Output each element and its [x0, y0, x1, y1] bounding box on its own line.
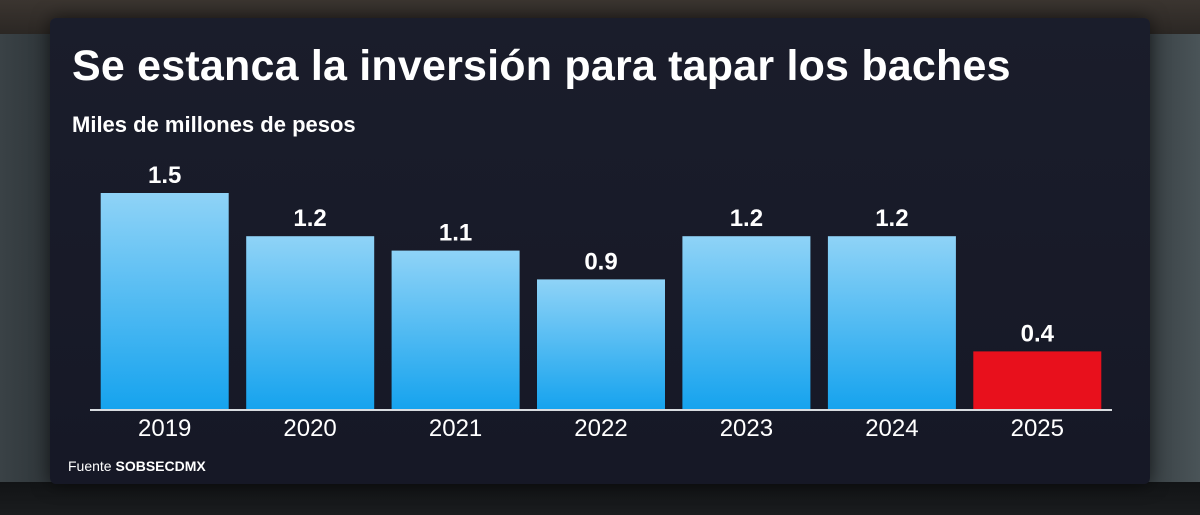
bar-2021: [391, 250, 520, 409]
source-name: SOBSECDMX: [115, 458, 206, 474]
value-label-2024: 1.2: [875, 205, 908, 232]
source-label: Fuente: [68, 458, 112, 474]
x-tick-2019: 2019: [138, 415, 191, 442]
x-tick-labels: 2019 2020 2021 2022 2023 2024 2025: [138, 415, 1064, 442]
value-label-2019: 1.5: [148, 162, 181, 189]
bar-2024: [827, 236, 956, 409]
bar-2023: [682, 236, 811, 409]
value-label-2020: 1.2: [293, 205, 326, 232]
x-tick-2021: 2021: [429, 415, 482, 442]
bars: 1.5 1.2 1.1 0.9 1.2 1.2 0.4: [100, 162, 1102, 409]
source-note: Fuente SOBSECDMX: [68, 458, 206, 474]
x-tick-2025: 2025: [1011, 415, 1064, 442]
value-label-2025: 0.4: [1021, 320, 1055, 347]
bar-2025: [973, 351, 1102, 409]
x-tick-2024: 2024: [865, 415, 918, 442]
value-label-2021: 1.1: [439, 220, 472, 247]
value-label-2023: 1.2: [730, 205, 763, 232]
value-label-2022: 0.9: [584, 248, 617, 275]
x-tick-2022: 2022: [574, 415, 627, 442]
x-tick-2020: 2020: [283, 415, 336, 442]
bottom-band: [0, 482, 1200, 515]
bar-2019: [100, 193, 229, 409]
chart-title: Se estanca la inversión para tapar los b…: [72, 42, 1011, 90]
x-tick-2023: 2023: [720, 415, 773, 442]
bar-2020: [246, 236, 375, 409]
bar-2022: [537, 279, 665, 409]
chart-subtitle: Miles de millones de pesos: [72, 112, 356, 137]
